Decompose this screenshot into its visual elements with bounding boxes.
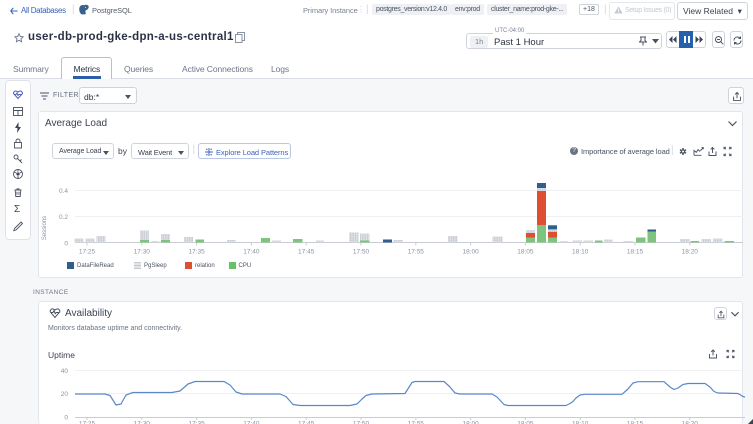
svg-text:18:15: 18:15 xyxy=(627,421,644,424)
svg-text:17:25: 17:25 xyxy=(79,421,96,424)
svg-text:17:55: 17:55 xyxy=(408,249,425,256)
svg-text:18:20: 18:20 xyxy=(682,421,699,424)
svg-text:17:50: 17:50 xyxy=(353,249,370,256)
svg-text:Σ: Σ xyxy=(14,204,20,215)
svg-text:18:05: 18:05 xyxy=(517,421,534,424)
svg-text:0: 0 xyxy=(64,415,68,422)
svg-text:17:25: 17:25 xyxy=(79,249,96,256)
svg-text:18:15: 18:15 xyxy=(627,249,644,256)
svg-text:0.2: 0.2 xyxy=(59,214,68,221)
svg-text:18:00: 18:00 xyxy=(462,421,479,424)
svg-text:20: 20 xyxy=(61,391,69,398)
svg-text:18:00: 18:00 xyxy=(462,249,479,256)
svg-text:18:10: 18:10 xyxy=(572,421,589,424)
svg-text:17:50: 17:50 xyxy=(353,421,370,424)
svg-text:18:05: 18:05 xyxy=(517,249,534,256)
svg-text:17:30: 17:30 xyxy=(134,421,151,424)
svg-text:18:10: 18:10 xyxy=(572,249,589,256)
svg-text:17:40: 17:40 xyxy=(243,249,260,256)
svg-text:17:45: 17:45 xyxy=(298,421,315,424)
svg-text:17:35: 17:35 xyxy=(188,249,205,256)
svg-text:17:30: 17:30 xyxy=(134,249,151,256)
svg-text:17:40: 17:40 xyxy=(243,421,260,424)
svg-text:40: 40 xyxy=(61,368,69,375)
svg-text:0: 0 xyxy=(64,241,68,248)
svg-text:17:45: 17:45 xyxy=(298,249,315,256)
svg-text:17:55: 17:55 xyxy=(408,421,425,424)
svg-text:18:20: 18:20 xyxy=(682,249,699,256)
svg-text:0.4: 0.4 xyxy=(59,188,68,195)
svg-text:Sessions: Sessions xyxy=(42,216,48,240)
svg-text:17:35: 17:35 xyxy=(188,421,205,424)
